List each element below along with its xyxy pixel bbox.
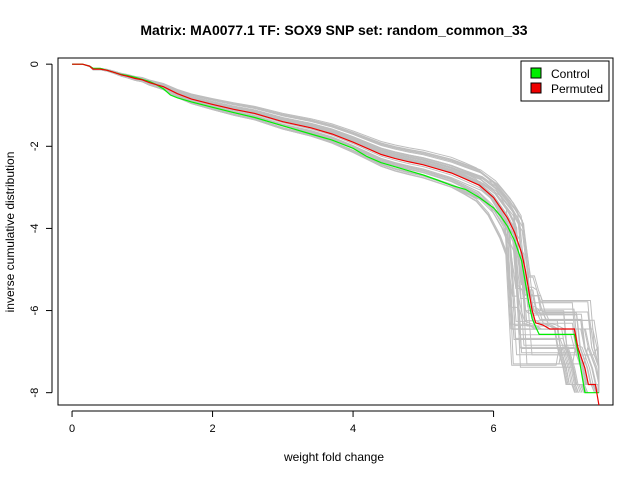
legend-label-control: Control (551, 67, 590, 81)
chart-title: Matrix: MA0077.1 TF: SOX9 SNP set: rando… (140, 22, 527, 38)
x-tick-label: 6 (491, 423, 497, 435)
y-tick-label: -4 (29, 224, 41, 234)
y-tick-label: -2 (29, 141, 41, 151)
y-tick-label: -8 (29, 388, 41, 398)
x-tick-label: 4 (350, 423, 356, 435)
legend-swatch-permuted (530, 82, 542, 94)
series-group (72, 63, 600, 406)
legend-label-permuted: Permuted (551, 82, 603, 96)
x-tick-label: 0 (69, 423, 75, 435)
x-tick-label: 2 (209, 423, 215, 435)
simulation-line (72, 63, 579, 393)
y-axis: 0 -2 -4 -6 -8 (29, 61, 53, 398)
plot-frame (57, 57, 614, 406)
x-axis-label: weight fold change (283, 450, 384, 464)
y-tick-label: 0 (29, 61, 41, 67)
y-axis-label: inverse cumulative distribution (3, 152, 17, 313)
series-line-control (72, 63, 599, 394)
legend: Control Permuted (520, 60, 610, 102)
y-tick-label: -6 (29, 306, 41, 316)
legend-swatch-control (530, 67, 542, 79)
x-axis: 0 2 4 6 (69, 410, 497, 435)
simulation-line (72, 63, 600, 393)
series-line-permuted (72, 63, 600, 406)
